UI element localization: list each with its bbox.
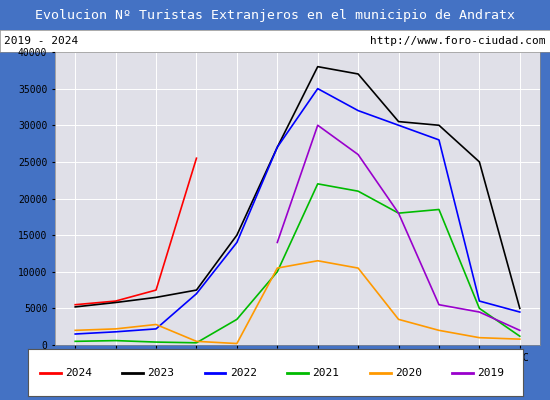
Text: 2019 - 2024: 2019 - 2024 [4,36,79,46]
Text: 2019: 2019 [477,368,504,378]
Text: Evolucion Nº Turistas Extranjeros en el municipio de Andratx: Evolucion Nº Turistas Extranjeros en el … [35,8,515,22]
Text: 2023: 2023 [147,368,174,378]
Text: 2022: 2022 [230,368,257,378]
Text: 2024: 2024 [65,368,92,378]
Text: http://www.foro-ciudad.com: http://www.foro-ciudad.com [370,36,546,46]
Text: 2020: 2020 [395,368,422,378]
Text: 2021: 2021 [312,368,339,378]
